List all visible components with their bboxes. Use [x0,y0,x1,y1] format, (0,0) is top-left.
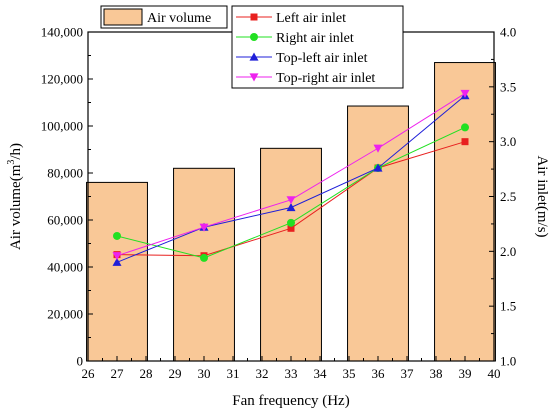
x-tick-label: 30 [198,366,211,381]
y-axis-left-title: Air volume(m3/h) [6,143,24,250]
y-left-tick-label: 40,000 [47,260,83,275]
legend-lines-frame [231,5,404,89]
x-tick-label: 31 [227,366,240,381]
legend-label-right-air-inlet: Right air inlet [276,31,354,46]
bar-air-volume [86,181,148,362]
point-top-right-air-inlet [373,144,383,153]
point-top-left-air-inlet [286,202,296,212]
lines-layer [112,89,470,266]
legend-label-air-volume: Air volume [147,11,211,26]
y-right-tick-label: 3.0 [500,134,516,149]
bar-air-volume [260,147,322,362]
bar-air-volume [173,167,235,362]
point-top-right-air-inlet [286,196,296,205]
x-tick-label: 29 [169,366,182,381]
legend-marker-top-left-air-inlet [249,52,259,61]
x-tick-label: 35 [343,366,356,381]
point-right-air-inlet [461,123,469,132]
legend-marker-right-air-inlet [250,33,258,41]
point-top-right-air-inlet [112,252,122,261]
y-left-tick-label: 120,000 [41,72,83,87]
y-left-tick-label: 140,000 [41,25,83,40]
x-tick-label: 33 [285,366,298,381]
x-tick-label: 38 [430,366,443,381]
point-right-air-inlet [113,231,121,240]
y-right-tick-label: 4.0 [500,25,516,40]
point-left-air-inlet [287,224,295,232]
point-left-air-inlet [461,138,469,146]
point-top-right-air-inlet [460,89,470,98]
x-tick-label: 37 [401,366,415,381]
x-tick-label: 39 [459,366,472,381]
point-top-left-air-inlet [373,163,383,172]
y-axis-right-title: Air inlet(m/s) [534,155,550,237]
legend-bar-swatch [103,8,143,26]
bar-air-volume [347,105,409,362]
x-tick-label: 26 [82,366,96,381]
legend-bar-box: Air volume [100,5,228,29]
y-right-tick-label: 2.5 [500,189,516,204]
legend-marker-top-right-air-inlet [249,73,259,82]
y-left-tick-label: 80,000 [47,166,83,181]
y-right-tick-label: 2.0 [500,244,516,259]
y-left-tick-label: 0 [77,354,84,369]
y-left-tick-label: 60,000 [47,213,83,228]
point-right-air-inlet [287,218,295,227]
y-left-tick-label: 20,000 [47,307,83,322]
x-tick-label: 36 [372,366,386,381]
legend-label-top-left-air-inlet: Top-left air inlet [276,51,368,66]
point-right-air-inlet [200,253,208,262]
x-tick-label: 27 [111,366,125,381]
legend: Air volume Left air inlet Right air inlet T… [100,5,404,89]
legend-lines-box: Left air inlet Right air inlet Top-left ai… [231,5,404,89]
point-top-right-air-inlet [199,223,209,232]
y-right-tick-label: 1.0 [500,354,516,369]
x-tick-label: 34 [314,366,328,381]
x-axis-title: Fan frequency (Hz) [232,393,349,409]
point-top-left-air-inlet [112,257,122,266]
legend-label-top-right-air-inlet: Top-right air inlet [276,71,375,86]
y-left-tick-label: 100,000 [41,119,83,134]
x-tick-label: 32 [256,366,269,381]
x-tick-label: 28 [140,366,153,381]
x-tick-label: 40 [488,366,501,381]
legend-marker-left-air-inlet [250,13,258,21]
y-right-tick-label: 1.5 [500,299,516,314]
bars-layer [86,62,496,362]
y-right-tick-label: 3.5 [500,79,516,94]
legend-label-left-air-inlet: Left air inlet [276,11,346,26]
